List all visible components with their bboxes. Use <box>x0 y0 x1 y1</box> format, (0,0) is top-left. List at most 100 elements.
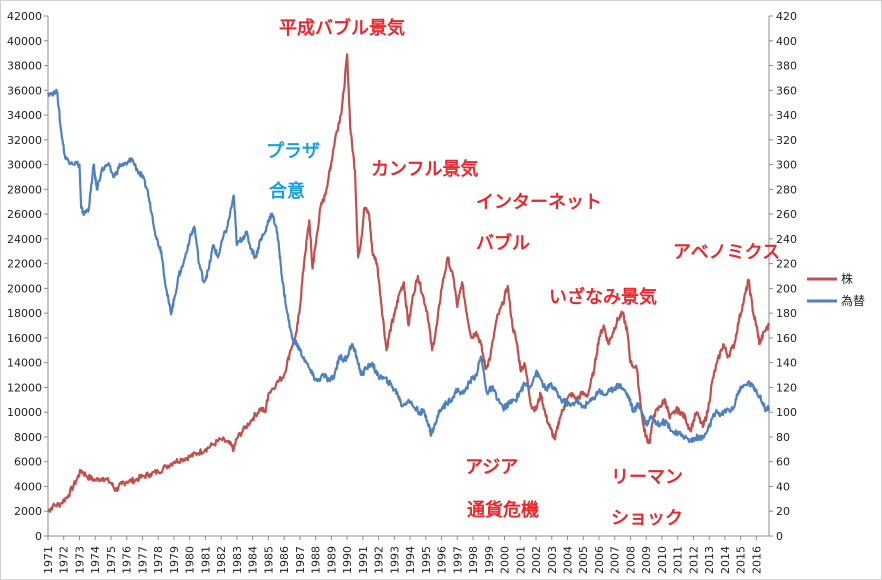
annotation-label: プラザ <box>266 140 320 162</box>
left-tick-label: 38000 <box>7 60 42 73</box>
x-tick-label: 1977 <box>136 546 149 574</box>
series-line-fx <box>46 88 771 444</box>
right-tick-label: 220 <box>776 258 797 271</box>
x-tick-label: 2014 <box>719 546 732 574</box>
x-tick-label: 1996 <box>436 546 449 574</box>
annotation-label: アジア <box>465 457 518 478</box>
left-tick-label: 16000 <box>7 332 42 345</box>
right-tick-label: 120 <box>776 381 797 394</box>
x-tick-label: 1999 <box>483 546 496 574</box>
right-tick-label: 40 <box>776 480 790 493</box>
plot-frame <box>47 16 770 537</box>
left-tick-label: 30000 <box>7 159 42 172</box>
annotation-label: バブル <box>476 232 530 254</box>
left-tick-label: 36000 <box>7 84 42 97</box>
left-tick-label: 24000 <box>7 233 42 246</box>
x-tick-label: 1988 <box>310 546 323 574</box>
right-tick-label: 300 <box>776 159 797 172</box>
x-tick-label: 1976 <box>121 546 134 574</box>
x-tick-label: 2003 <box>546 546 559 574</box>
left-tick-label: 2000 <box>14 505 42 518</box>
right-tick-label: 360 <box>776 84 797 97</box>
x-tick-label: 1981 <box>199 546 212 574</box>
annotation-label: いざなみ景気 <box>549 286 657 308</box>
right-tick-label: 420 <box>776 10 797 23</box>
left-tick-label: 40000 <box>7 35 42 48</box>
right-tick-label: 200 <box>776 282 797 295</box>
right-tick-label: 80 <box>776 431 790 444</box>
left-tick-label: 0 <box>35 530 42 543</box>
x-tick-label: 1998 <box>467 546 480 574</box>
x-tick-label: 1995 <box>420 546 433 574</box>
right-tick-label: 140 <box>776 357 797 370</box>
left-tick-label: 42000 <box>7 10 42 23</box>
left-tick-label: 14000 <box>7 357 42 370</box>
x-tick-label: 1987 <box>294 546 307 574</box>
legend-label: 株 <box>841 271 853 286</box>
x-tick-label: 1975 <box>105 546 118 574</box>
left-tick-label: 18000 <box>7 307 42 320</box>
right-tick-label: 60 <box>776 456 790 469</box>
left-tick-label: 12000 <box>7 381 42 394</box>
right-tick-label: 400 <box>776 35 797 48</box>
left-tick-label: 10000 <box>7 406 42 419</box>
x-tick-label: 1980 <box>184 546 197 574</box>
left-tick-label: 20000 <box>7 282 42 295</box>
legend: 株為替 <box>807 271 865 308</box>
right-tick-label: 380 <box>776 60 797 73</box>
x-tick-label: 2006 <box>593 546 606 574</box>
left-tick-label: 28000 <box>7 183 42 196</box>
x-tick-label: 1972 <box>58 546 71 574</box>
x-tick-label: 1986 <box>278 546 291 574</box>
annotation-label: カンフル景気 <box>371 158 478 180</box>
x-tick-label: 1991 <box>357 546 370 574</box>
x-axis: 1971 1972 1973 1974 1975 1976 1977 1978 1979 1980… <box>42 536 763 574</box>
x-tick-label: 2008 <box>624 546 637 574</box>
legend-label: 為替 <box>841 294 865 308</box>
left-tick-label: 8000 <box>14 431 42 444</box>
x-tick-label: 2016 <box>750 546 763 574</box>
x-tick-label: 1978 <box>152 546 165 574</box>
annotation-label: 平成バブル景気 <box>279 17 405 39</box>
right-tick-label: 160 <box>776 332 797 345</box>
x-tick-label: 2012 <box>687 546 700 574</box>
x-tick-label: 1993 <box>388 546 401 574</box>
right-tick-label: 280 <box>776 183 797 196</box>
annotation-label: ショック <box>611 508 683 529</box>
left-tick-label: 34000 <box>7 109 42 122</box>
right-y-axis: 0 20 40 60 80 100 120 140 160 180 200 220 240 260 280 3… <box>769 10 797 543</box>
x-tick-label: 1992 <box>373 546 386 574</box>
series-layer <box>46 53 771 513</box>
x-tick-label: 1994 <box>404 546 417 574</box>
x-tick-label: 1971 <box>42 546 55 574</box>
right-tick-label: 0 <box>776 530 783 543</box>
right-tick-label: 180 <box>776 307 797 320</box>
x-tick-label: 1979 <box>168 546 181 574</box>
x-tick-label: 2005 <box>577 546 590 574</box>
left-tick-label: 4000 <box>14 480 42 493</box>
x-tick-label: 2007 <box>609 546 622 574</box>
x-tick-label: 1985 <box>262 546 275 574</box>
left-tick-label: 22000 <box>7 258 42 271</box>
x-tick-label: 2002 <box>530 546 543 574</box>
left-y-axis: 0 2000 4000 6000 8000 10000 12000 14000 16000 180… <box>7 10 48 543</box>
x-tick-label: 2010 <box>656 546 669 574</box>
annotation-label: 合意 <box>269 180 305 202</box>
x-tick-label: 1974 <box>89 546 102 574</box>
x-tick-label: 1990 <box>341 546 354 574</box>
left-tick-label: 26000 <box>7 208 42 221</box>
right-tick-label: 100 <box>776 406 797 419</box>
x-tick-label: 2011 <box>672 546 685 574</box>
left-tick-label: 32000 <box>7 134 42 147</box>
right-tick-label: 20 <box>776 505 790 518</box>
x-tick-label: 1997 <box>451 546 464 574</box>
x-tick-label: 1983 <box>231 546 244 574</box>
x-tick-label: 1982 <box>215 546 228 574</box>
x-tick-label: 1973 <box>73 546 86 574</box>
x-tick-label: 2009 <box>640 546 653 574</box>
annotation-label: リーマン <box>611 467 683 488</box>
x-tick-label: 2000 <box>499 546 512 574</box>
